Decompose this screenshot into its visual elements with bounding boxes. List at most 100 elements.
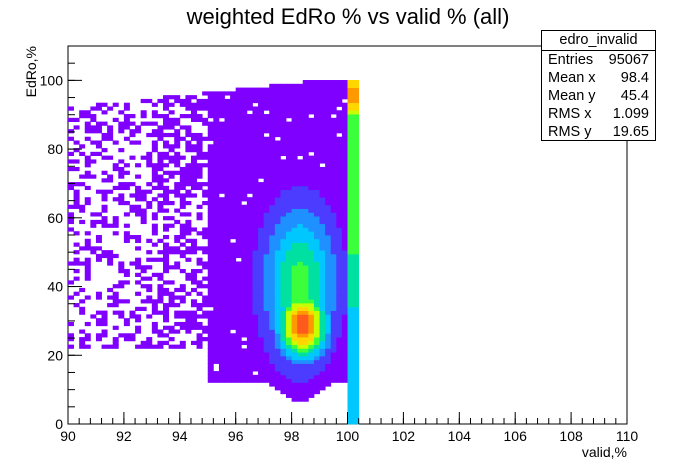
heatmap-cell: [230, 212, 237, 217]
heatmap-cell: [101, 193, 108, 198]
heatmap-cell: [353, 284, 360, 289]
heatmap-cell: [274, 340, 281, 346]
heatmap-cell: [140, 284, 147, 289]
heatmap-cell: [185, 212, 192, 217]
heatmap-cell: [241, 102, 248, 107]
heatmap-cell: [280, 295, 287, 300]
heatmap-cell: [280, 189, 287, 194]
heatmap-cell: [319, 299, 326, 304]
heatmap-cell: [258, 250, 265, 255]
heatmap-cell: [218, 148, 225, 153]
heatmap-cell: [258, 117, 265, 122]
heatmap-cell: [353, 238, 360, 243]
y-tick-label: 40: [47, 279, 63, 295]
heatmap-cell: [252, 91, 259, 96]
heatmap-cell: [319, 121, 326, 126]
heatmap-cell: [168, 132, 175, 138]
heatmap-cell: [95, 144, 102, 149]
heatmap-cell: [336, 95, 343, 100]
heatmap-cell: [174, 287, 181, 293]
heatmap-cell: [353, 246, 360, 251]
heatmap-cell: [230, 95, 237, 100]
heatmap-cell: [286, 382, 292, 387]
heatmap-cell: [224, 284, 231, 289]
heatmap-cell: [207, 246, 214, 251]
heatmap-cell: [274, 246, 281, 251]
heatmap-cell: [274, 219, 281, 225]
heatmap-cell: [246, 246, 253, 251]
heatmap-cell: [246, 310, 253, 315]
heatmap-cell: [269, 110, 276, 115]
heatmap-cell: [73, 117, 80, 122]
heatmap-cell: [286, 269, 292, 274]
heatmap-cell: [258, 129, 265, 134]
heatmap-cell: [347, 235, 354, 240]
heatmap-cell: [118, 261, 125, 266]
heatmap-cell: [353, 352, 360, 357]
heatmap-cell: [151, 178, 158, 183]
heatmap-cell: [325, 238, 332, 243]
heatmap-cell: [123, 163, 130, 168]
heatmap-cell: [308, 242, 315, 247]
heatmap-cell: [325, 257, 332, 262]
heatmap-cell: [330, 287, 337, 293]
heatmap-cell: [313, 80, 320, 85]
heatmap-cell: [179, 321, 186, 327]
heatmap-cell: [151, 174, 158, 179]
heatmap-cell: [202, 265, 209, 270]
heatmap-cell: [224, 91, 231, 96]
heatmap-cell: [336, 329, 343, 334]
heatmap-cell: [325, 265, 332, 270]
heatmap-cell: [246, 166, 253, 172]
heatmap-cell: [163, 280, 170, 285]
heatmap-cell: [218, 155, 225, 160]
heatmap-cell: [68, 159, 74, 164]
heatmap-cell: [341, 159, 348, 164]
heatmap-cell: [291, 231, 298, 236]
heatmap-cell: [291, 344, 298, 349]
heatmap-cell: [190, 148, 197, 153]
heatmap-cell: [112, 197, 119, 202]
heatmap-cell: [263, 287, 270, 293]
heatmap-cell: [252, 284, 259, 289]
heatmap-cell: [319, 125, 326, 130]
heatmap-cell: [347, 408, 354, 414]
heatmap-cell: [280, 325, 287, 330]
heatmap-cell: [325, 125, 332, 130]
heatmap-cell: [230, 106, 237, 111]
heatmap-cell: [336, 310, 343, 315]
heatmap-cell: [353, 235, 360, 240]
heatmap-cell: [263, 227, 270, 232]
heatmap-cell: [347, 155, 354, 160]
heatmap-cell: [129, 132, 136, 138]
heatmap-cell: [224, 136, 231, 141]
heatmap-cell: [286, 272, 292, 277]
heatmap-cell: [280, 121, 287, 126]
heatmap-cell: [313, 117, 320, 122]
heatmap-cell: [291, 261, 298, 266]
heatmap-cell: [286, 212, 292, 217]
heatmap-cell: [280, 374, 287, 380]
heatmap-cell: [280, 204, 287, 209]
heatmap-cell: [224, 337, 231, 342]
heatmap-cell: [319, 166, 326, 172]
heatmap-cell: [347, 182, 354, 187]
heatmap-cell: [347, 257, 354, 262]
x-tick-label: 108: [559, 428, 583, 444]
heatmap-cell: [107, 253, 114, 259]
heatmap-cell: [280, 314, 287, 319]
heatmap-cell: [185, 272, 192, 277]
heatmap-cell: [319, 178, 326, 183]
heatmap-cell: [218, 337, 225, 342]
heatmap-cell: [224, 219, 231, 225]
heatmap-cell: [135, 174, 142, 179]
heatmap-cell: [347, 348, 354, 353]
heatmap-cell: [263, 265, 270, 270]
heatmap-cell: [230, 129, 237, 134]
heatmap-cell: [235, 200, 242, 206]
heatmap-cell: [286, 110, 292, 115]
heatmap-cell: [196, 333, 203, 338]
heatmap-cell: [179, 227, 186, 232]
heatmap-cell: [308, 163, 315, 168]
